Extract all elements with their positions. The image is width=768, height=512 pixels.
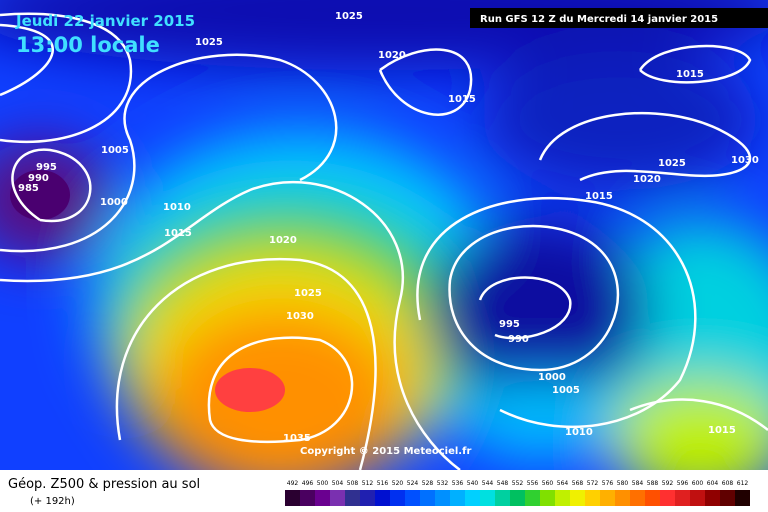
scale-label: 592: [662, 480, 674, 487]
isobar-label: 1025: [294, 288, 322, 299]
scale-swatch: [345, 490, 360, 506]
isobar-label: 1015: [708, 425, 736, 436]
scale-swatch: [720, 490, 735, 506]
isobar-label: 1020: [378, 50, 406, 61]
scale-swatch: [525, 490, 540, 506]
isobar-label: 1015: [448, 94, 476, 105]
scale-label: 544: [482, 480, 494, 487]
scale-label: 532: [437, 480, 449, 487]
scale-label: 568: [572, 480, 584, 487]
scale-swatch: [660, 490, 675, 506]
scale-label: 492: [287, 480, 299, 487]
legend-title: Géop. Z500 & pression au sol: [8, 477, 200, 492]
isobar-label: 990: [508, 334, 529, 345]
scale-swatch: [375, 490, 390, 506]
scale-swatch: [555, 490, 570, 506]
scale-label: 564: [557, 480, 569, 487]
scale-swatch: [480, 490, 495, 506]
scale-label: 580: [617, 480, 629, 487]
scale-swatch: [420, 490, 435, 506]
isobar-label: 1005: [552, 385, 580, 396]
scale-swatch: [435, 490, 450, 506]
isobar-label: 1010: [565, 427, 593, 438]
scale-swatch: [405, 490, 420, 506]
scale-swatch: [585, 490, 600, 506]
scale-label: 576: [602, 480, 614, 487]
copyright: Copyright © 2015 Meteociel.fr: [300, 446, 471, 457]
scale-swatch: [495, 490, 510, 506]
isobar-label: 995: [36, 162, 57, 173]
isobar-label: 1000: [538, 372, 566, 383]
scale-label: 584: [632, 480, 644, 487]
scale-swatch: [315, 490, 330, 506]
scale-swatch: [450, 490, 465, 506]
scale-label: 596: [677, 480, 689, 487]
scale-swatch: [600, 490, 615, 506]
scale-label: 548: [497, 480, 509, 487]
scale-swatch: [675, 490, 690, 506]
scale-label: 516: [377, 480, 389, 487]
isobar-label: 1010: [163, 202, 191, 213]
scale-label: 552: [512, 480, 524, 487]
scale-label: 504: [332, 480, 344, 487]
scale-label: 496: [302, 480, 314, 487]
scale-swatch: [300, 490, 315, 506]
legend-subtitle: (+ 192h): [30, 496, 75, 507]
isobar-label: 1035: [283, 433, 311, 444]
scale-label: 508: [347, 480, 359, 487]
scale-swatch: [735, 490, 750, 506]
scale-label: 536: [452, 480, 464, 487]
scale-label: 560: [542, 480, 554, 487]
scale-label: 604: [707, 480, 719, 487]
scale-label: 540: [467, 480, 479, 487]
isobar-label: 1005: [101, 145, 129, 156]
scale-label: 600: [692, 480, 704, 487]
isobar-label: 1015: [676, 69, 704, 80]
isobar-label: 1020: [269, 235, 297, 246]
scale-swatch: [360, 490, 375, 506]
scale-swatch: [510, 490, 525, 506]
scale-label: 528: [422, 480, 434, 487]
scale-swatch: [690, 490, 705, 506]
run-box: [470, 8, 768, 28]
scale-swatch: [630, 490, 645, 506]
isobar-label: 1000: [100, 197, 128, 208]
scale-swatch: [645, 490, 660, 506]
scale-label: 608: [722, 480, 734, 487]
scale-label: 520: [392, 480, 404, 487]
scale-label: 500: [317, 480, 329, 487]
scale-swatch: [705, 490, 720, 506]
scale-label: 512: [362, 480, 374, 487]
isobar-label: 1030: [731, 155, 759, 166]
scale-label: 524: [407, 480, 419, 487]
scale-label: 612: [737, 480, 749, 487]
isobar-label: 1025: [658, 158, 686, 169]
isobar-label: 1025: [335, 11, 363, 22]
scale-swatch: [390, 490, 405, 506]
isobar-label: 985: [18, 183, 39, 194]
isobar-label: 990: [28, 173, 49, 184]
scale-swatch: [330, 490, 345, 506]
date: Jeudi 22 janvier 2015: [15, 12, 195, 30]
scale-label: 556: [527, 480, 539, 487]
time: 13:00 locale: [16, 33, 160, 57]
scale-swatch: [465, 490, 480, 506]
scale-swatch: [540, 490, 555, 506]
scale-swatch: [285, 490, 300, 506]
isobar-label: 995: [499, 319, 520, 330]
isobar-label: 1015: [164, 228, 192, 239]
scale-swatch: [615, 490, 630, 506]
isobar-label: 1015: [585, 191, 613, 202]
isobar-label: 1025: [195, 37, 223, 48]
scale-swatch: [570, 490, 585, 506]
isobar-label: 1030: [286, 311, 314, 322]
isobars: [0, 12, 768, 470]
scale-label: 572: [587, 480, 599, 487]
run-info: Run GFS 12 Z du Mercredi 14 janvier 2015: [480, 14, 718, 25]
isobar-label: 1020: [633, 174, 661, 185]
scale-label: 588: [647, 480, 659, 487]
